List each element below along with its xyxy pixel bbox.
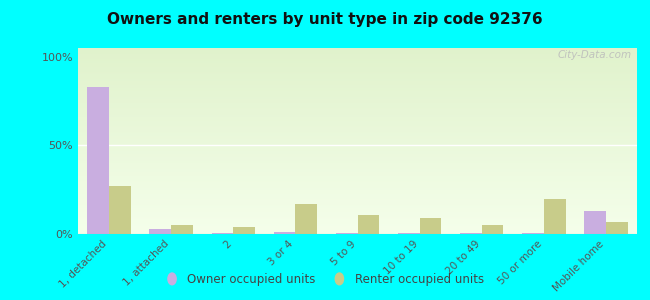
Bar [150, 229, 171, 234]
Bar [398, 233, 420, 234]
Text: City-Data.com: City-Data.com [557, 50, 631, 60]
Bar [109, 186, 131, 234]
Bar [460, 233, 482, 234]
Bar [336, 233, 358, 234]
Bar [544, 199, 566, 234]
Bar [87, 87, 109, 234]
Bar [233, 227, 255, 234]
Bar [171, 225, 193, 234]
Bar [295, 204, 317, 234]
Bar [274, 232, 295, 234]
Legend: Owner occupied units, Renter occupied units: Owner occupied units, Renter occupied un… [161, 269, 489, 291]
Bar [420, 218, 441, 234]
Text: Owners and renters by unit type in zip code 92376: Owners and renters by unit type in zip c… [107, 12, 543, 27]
Bar [606, 222, 628, 234]
Bar [584, 211, 606, 234]
Bar [522, 233, 544, 234]
Bar [482, 225, 504, 234]
Bar [358, 214, 379, 234]
Bar [211, 233, 233, 234]
